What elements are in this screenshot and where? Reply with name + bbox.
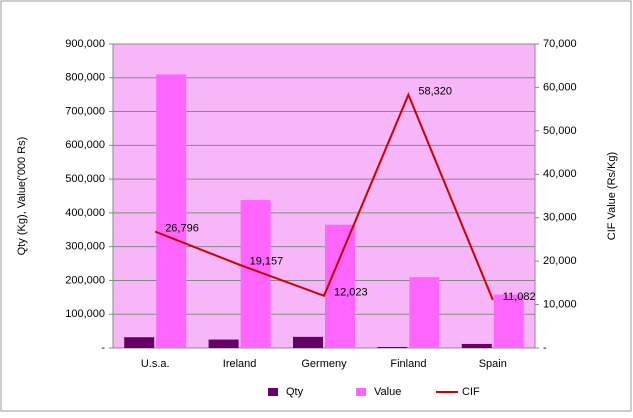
bar (208, 339, 239, 348)
y2-tick-label: 50,000 (543, 125, 577, 137)
legend-swatch (356, 388, 366, 396)
y-axis-title: Qty (Kg), Value('000 Rs) (16, 137, 28, 256)
x-tick-label: Ireland (223, 358, 257, 370)
legend-label: Qty (286, 386, 304, 398)
bar (156, 74, 187, 349)
bar (409, 277, 440, 348)
legend-swatch (268, 388, 278, 396)
line (154, 92, 494, 301)
y-tick-label: 300,000 (65, 241, 105, 253)
y2-axis-title: CIF Value (Rs/Kg) (606, 152, 618, 240)
y2-tick-label: 20,000 (543, 255, 577, 267)
bar (461, 343, 492, 348)
data-label: 12,023 (334, 287, 368, 299)
y-tick-label: 800,000 (65, 72, 105, 84)
legend-label: CIF (462, 386, 480, 398)
y2-tick-label: 10,000 (543, 298, 577, 310)
y-tick-label: - (101, 342, 105, 354)
bar (325, 224, 355, 348)
legend-label: Value (374, 386, 401, 398)
x-tick-label: Germeny (301, 358, 347, 370)
y-tick-label: 200,000 (65, 274, 105, 286)
data-label: 26,796 (165, 223, 199, 235)
x-tick-label: Spain (479, 358, 507, 370)
y-tick-label: 900,000 (65, 38, 105, 50)
y-tick-label: 100,000 (65, 308, 105, 320)
data-label: 11,082 (503, 291, 536, 303)
y2-tick-label: 60,000 (543, 81, 577, 93)
bar (377, 346, 408, 348)
data-label: 58,320 (418, 86, 452, 98)
y-tick-label: 600,000 (65, 139, 105, 151)
y2-tick-label: 70,000 (543, 38, 577, 50)
y2-tick-label: 40,000 (543, 168, 577, 180)
y-tick-label: 500,000 (65, 173, 105, 185)
bar (493, 294, 524, 348)
y2-tick-label: 30,000 (543, 212, 577, 224)
x-tick-label: U.s.a. (141, 358, 170, 370)
y2-tick-label: - (543, 342, 547, 354)
bar (124, 337, 155, 348)
data-label: 19,157 (250, 256, 284, 268)
y-tick-label: 700,000 (65, 105, 105, 117)
bar (293, 336, 323, 348)
y-tick-label: 400,000 (65, 207, 105, 219)
x-tick-label: Finland (390, 358, 426, 370)
